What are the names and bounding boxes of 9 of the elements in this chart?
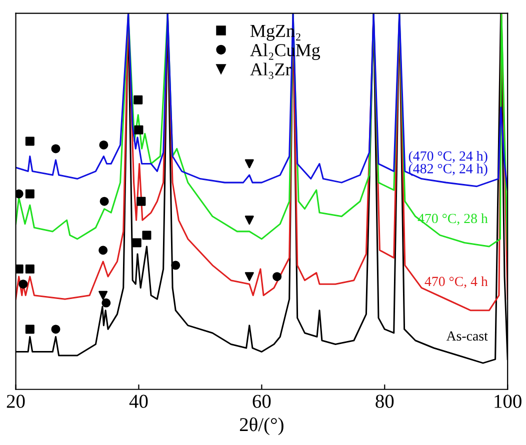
x-tick-label: 60 <box>252 394 271 408</box>
series-label: (470 °C, 24 h) (482 °C, 24 h) <box>408 150 488 176</box>
x-tick-label: 40 <box>129 394 148 408</box>
series-label: 470 °C, 4 h <box>424 276 488 288</box>
x-tick-label: 100 <box>494 394 522 408</box>
x-tick-label: 20 <box>6 394 25 408</box>
series-label: As-cast <box>446 331 488 341</box>
x-axis-title: 2θ/(°) <box>240 417 284 436</box>
x-tick-label: 80 <box>376 394 394 408</box>
